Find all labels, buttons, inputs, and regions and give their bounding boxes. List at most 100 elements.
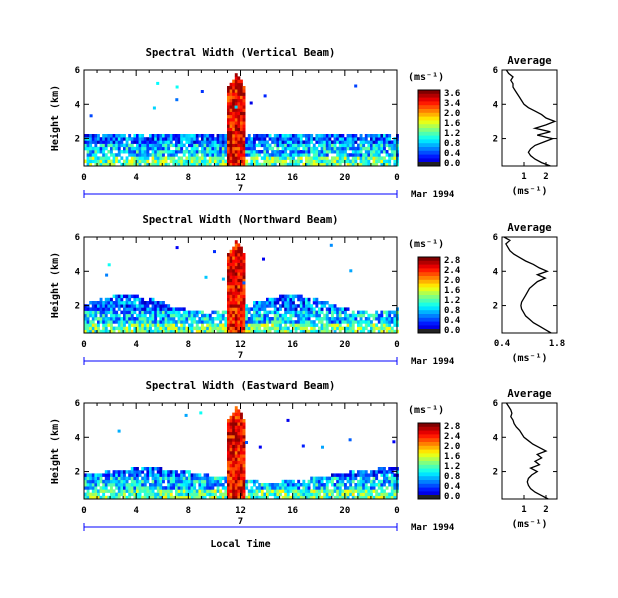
heat-cell <box>154 310 158 315</box>
heat-cell <box>383 143 386 148</box>
heat-cell <box>341 489 345 493</box>
heat-cell <box>351 134 355 138</box>
heat-cell <box>338 150 342 154</box>
heat-cell <box>123 476 126 481</box>
heat-cell <box>234 127 238 132</box>
heat-cell <box>351 323 355 327</box>
heat-cell <box>229 310 233 315</box>
heat-cell <box>110 329 113 334</box>
heat-cell <box>125 297 129 302</box>
heat-cell <box>214 153 217 157</box>
heat-cell <box>136 323 139 327</box>
heat-cell <box>294 326 298 331</box>
heat-cell <box>89 140 93 144</box>
heat-cell <box>128 326 132 331</box>
heat-cell <box>318 307 321 311</box>
heat-cell <box>159 143 163 148</box>
heat-cell <box>216 313 220 318</box>
heat-cell <box>388 159 392 164</box>
heat-cell <box>344 307 347 311</box>
heat-cell <box>232 249 236 254</box>
colorbar-tick-label: 1.2 <box>444 296 460 306</box>
heat-cell <box>331 320 334 324</box>
heat-cell <box>299 301 303 305</box>
heat-cell <box>229 89 233 93</box>
heat-cell <box>255 153 259 157</box>
heat-cell <box>99 146 103 151</box>
heat-cell <box>240 86 243 90</box>
heat-cell <box>372 489 376 493</box>
heat-cell <box>273 323 277 327</box>
heat-cell <box>328 489 332 493</box>
heat-cell <box>141 326 145 331</box>
heat-cell <box>325 492 329 497</box>
heat-cell <box>185 317 189 321</box>
heat-cell <box>237 492 241 497</box>
heat-cell <box>188 134 191 138</box>
heat-cell <box>250 320 254 324</box>
heat-cell <box>302 310 306 315</box>
heat-cell <box>164 159 168 164</box>
heat-cell <box>188 323 191 327</box>
heat-cell <box>312 301 316 305</box>
heat-cell <box>323 323 327 327</box>
heat-cell <box>310 326 314 331</box>
heat-cell <box>362 143 366 148</box>
heat-cell <box>266 156 269 160</box>
heat-cell <box>318 492 321 497</box>
heat-cell <box>206 323 210 327</box>
heat-cell <box>213 250 216 254</box>
heat-cell <box>162 143 165 148</box>
heat-cell <box>344 326 347 331</box>
heat-cell <box>240 108 243 112</box>
heat-cell <box>393 317 397 321</box>
heat-cell <box>294 150 298 154</box>
heat-cell <box>359 473 363 477</box>
heat-cell <box>320 137 324 141</box>
heat-cell <box>156 467 160 471</box>
heat-cell <box>229 98 233 103</box>
heat-cell <box>128 492 132 497</box>
heat-cell <box>297 304 301 308</box>
heat-cell <box>234 102 238 106</box>
heat-cell <box>367 495 371 500</box>
heat-cell <box>86 479 90 484</box>
heat-cell <box>364 310 368 315</box>
heat-cell <box>383 483 386 487</box>
heat-cell <box>94 137 98 141</box>
heat-cell <box>214 159 217 164</box>
heat-cell <box>260 162 264 167</box>
heat-cell <box>234 162 238 167</box>
heat-cell <box>318 140 321 144</box>
heat-cell <box>315 304 319 308</box>
heat-cell <box>315 159 319 164</box>
heat-cell <box>162 486 165 490</box>
heat-cell <box>167 329 171 334</box>
heat-cell <box>216 323 220 327</box>
heat-cell <box>227 476 230 481</box>
heat-cell <box>154 326 158 331</box>
heat-cell <box>242 326 246 331</box>
heat-cell <box>377 320 381 324</box>
heat-cell <box>312 323 316 327</box>
heat-cell <box>182 310 186 315</box>
heat-cell <box>232 479 236 484</box>
heat-cell <box>336 150 340 154</box>
heat-cell <box>253 156 256 160</box>
colorbar-tick-label: 0.4 <box>444 149 461 159</box>
heat-cell <box>240 425 243 429</box>
heat-cell <box>133 134 137 138</box>
heat-cell <box>247 143 251 148</box>
heat-cell <box>336 476 340 481</box>
heat-cell <box>102 134 106 138</box>
heat-cell <box>193 134 197 138</box>
heat-cell <box>115 304 119 308</box>
average-y-tick-label: 6 <box>493 399 498 409</box>
heat-cell <box>188 313 191 318</box>
heat-cell <box>242 301 246 305</box>
heat-cell <box>136 473 139 477</box>
heat-cell <box>227 92 230 96</box>
heat-cell <box>263 140 267 144</box>
heat-cell <box>206 329 210 334</box>
heat-cell <box>227 473 230 477</box>
